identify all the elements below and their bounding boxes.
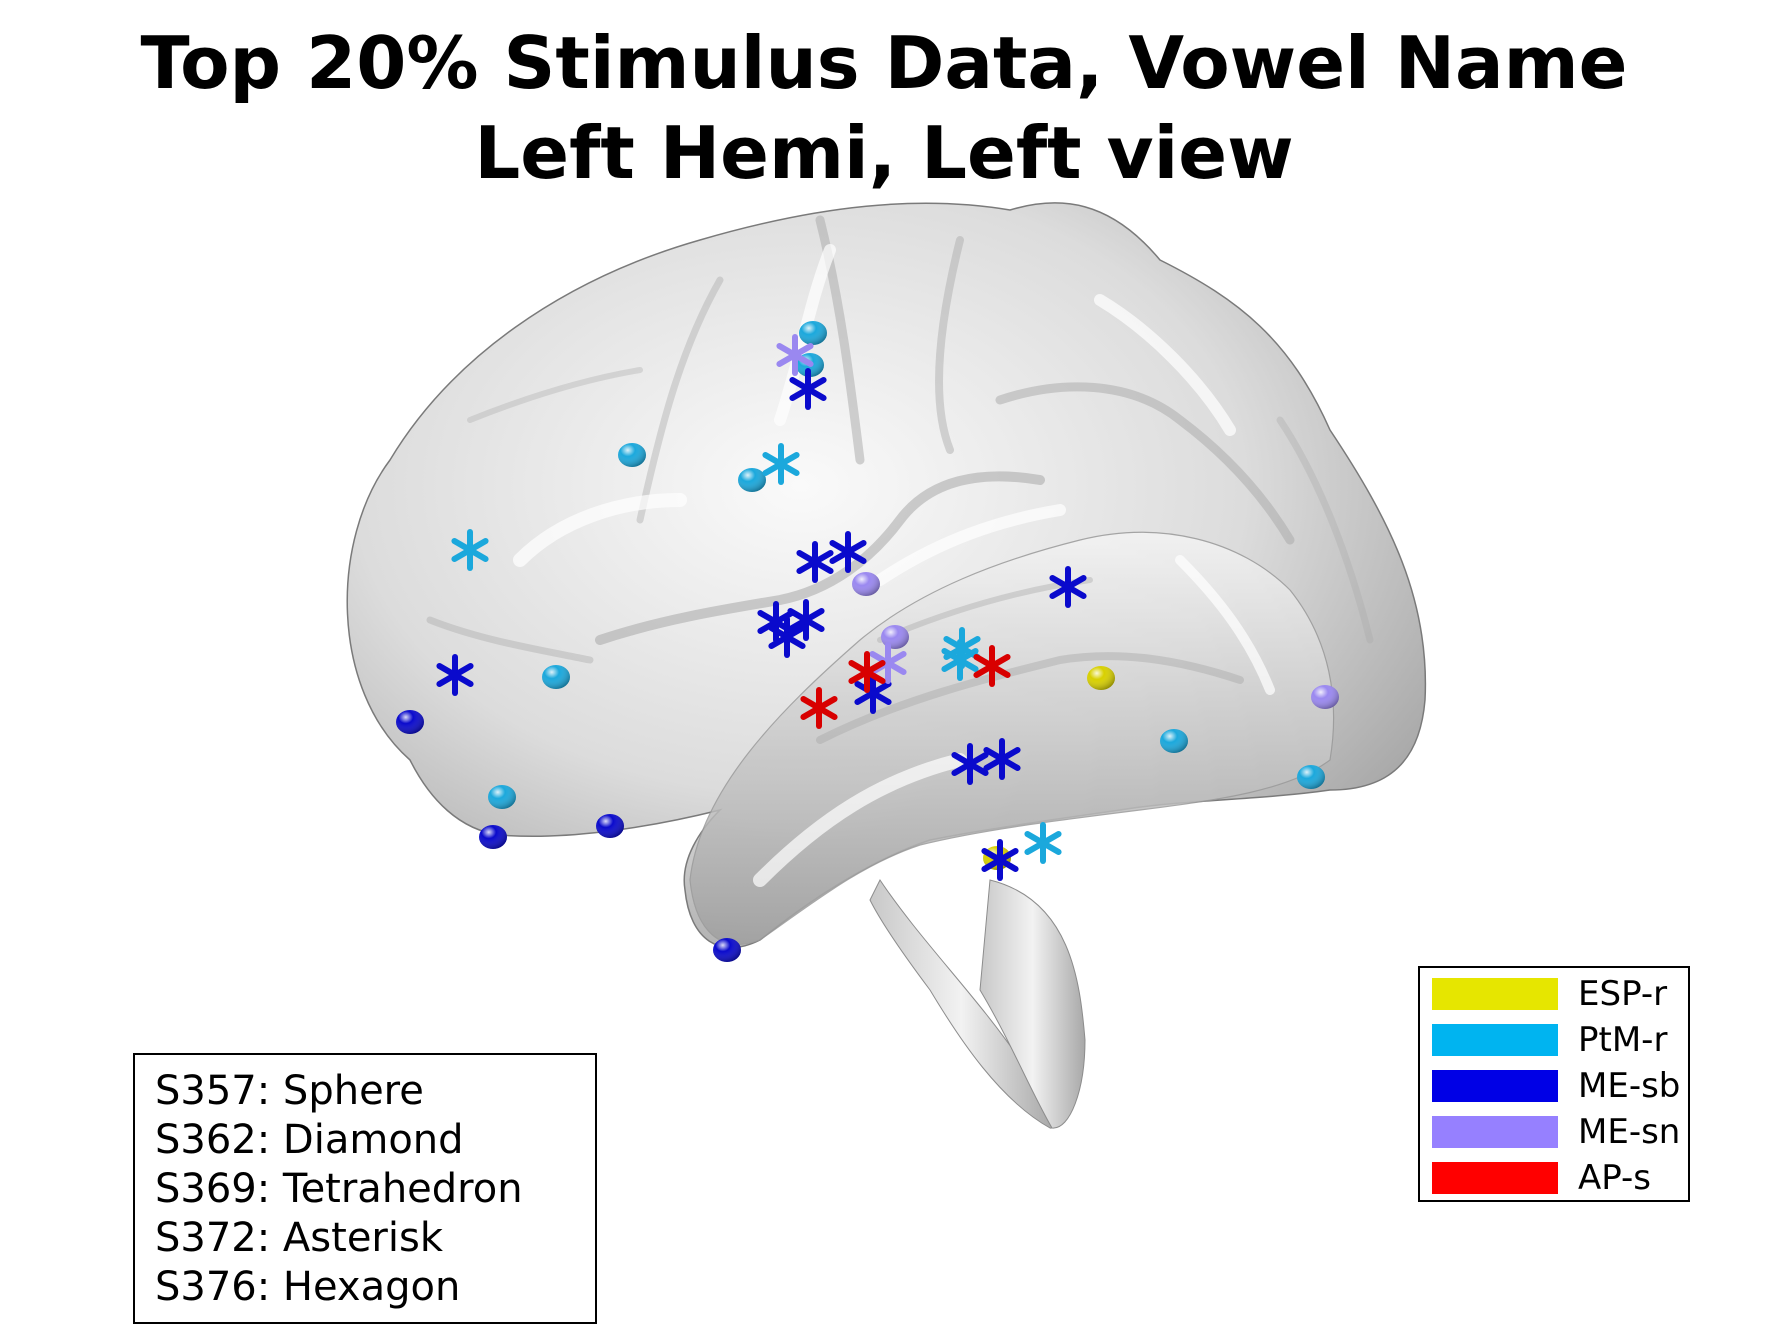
title-line-1: Top 20% Stimulus Data, Vowel Name bbox=[140, 21, 1628, 105]
legend-swatch bbox=[1432, 1070, 1558, 1102]
title-line-2: Left Hemi, Left view bbox=[474, 111, 1294, 195]
asterisk-marker-me-sb bbox=[787, 599, 825, 641]
asterisk-marker-me-sb bbox=[768, 616, 806, 658]
temporal-lobe bbox=[689, 531, 1335, 945]
asterisk-marker-ap-s bbox=[973, 645, 1011, 687]
asterisk-marker-me-sb bbox=[1049, 566, 1087, 608]
asterisk-marker-ap-s bbox=[800, 687, 838, 729]
legend-swatch bbox=[1432, 1162, 1558, 1194]
brainstem bbox=[869, 879, 1054, 1129]
legend-label: ESP-r bbox=[1578, 974, 1668, 1014]
figure-title: Top 20% Stimulus Data, Vowel Name Left H… bbox=[0, 18, 1768, 198]
asterisk-marker-ap-s bbox=[848, 651, 886, 693]
asterisk-marker-ptm-r bbox=[1024, 822, 1062, 864]
asterisk-marker-me-sb bbox=[796, 541, 834, 583]
sphere-marker-me-sb bbox=[396, 710, 424, 734]
sphere-marker-ptm-r bbox=[799, 321, 827, 345]
asterisk-marker-me-sb bbox=[981, 839, 1019, 881]
sphere-marker-me-sb bbox=[479, 825, 507, 849]
asterisk-marker-me-sb bbox=[854, 672, 892, 714]
sphere-marker-me-sb bbox=[596, 814, 624, 838]
shape-key-line: S362: Diamond bbox=[155, 1117, 464, 1163]
legend-swatch bbox=[1432, 978, 1558, 1010]
legend-label: ME-sn bbox=[1578, 1112, 1681, 1152]
shape-key-line: S357: Sphere bbox=[155, 1068, 424, 1114]
sphere-marker-esp-r bbox=[1087, 666, 1115, 690]
sphere-marker-ptm-r bbox=[1160, 729, 1188, 753]
asterisk-marker-me-sn bbox=[776, 334, 814, 376]
sphere-marker-ptm-r bbox=[542, 665, 570, 689]
asterisk-marker-me-sb bbox=[436, 654, 474, 696]
shape-key-line: S372: Asterisk bbox=[155, 1215, 443, 1261]
sphere-marker-ptm-r bbox=[488, 785, 516, 809]
sphere-marker-me-sn bbox=[1311, 685, 1339, 709]
sphere-marker-ptm-r bbox=[618, 443, 646, 467]
sphere-marker-ptm-r bbox=[738, 468, 766, 492]
asterisk-marker-me-sb bbox=[951, 743, 989, 785]
shape-key-line: S369: Tetrahedron bbox=[155, 1166, 523, 1212]
group-legend: ESP-r PtM-r ME-sb ME-sn AP-s bbox=[1418, 966, 1690, 1202]
asterisk-marker-me-sb bbox=[983, 738, 1021, 780]
sphere-marker-ptm-r bbox=[1297, 765, 1325, 789]
gyri-highlights bbox=[513, 244, 1275, 887]
asterisk-marker-me-sb bbox=[789, 368, 827, 410]
asterisk-marker-ptm-r bbox=[762, 443, 800, 485]
legend-swatch bbox=[1432, 1116, 1558, 1148]
marker-layer bbox=[396, 321, 1339, 962]
asterisk-marker-ptm-r bbox=[451, 529, 489, 571]
shape-key-box: S357: Sphere S362: Diamond S369: Tetrahe… bbox=[133, 1053, 597, 1324]
asterisk-marker-me-sb bbox=[829, 531, 867, 573]
brainstem-lower bbox=[979, 879, 1086, 1129]
legend-label: PtM-r bbox=[1578, 1020, 1668, 1060]
legend-label: AP-s bbox=[1578, 1158, 1651, 1198]
sphere-marker-me-sn bbox=[852, 572, 880, 596]
shape-key-line: S376: Hexagon bbox=[155, 1264, 461, 1310]
legend-swatch bbox=[1432, 1024, 1558, 1056]
asterisk-marker-ptm-r bbox=[941, 639, 979, 681]
legend-label: ME-sb bbox=[1578, 1066, 1681, 1106]
sphere-marker-me-sb bbox=[713, 938, 741, 962]
